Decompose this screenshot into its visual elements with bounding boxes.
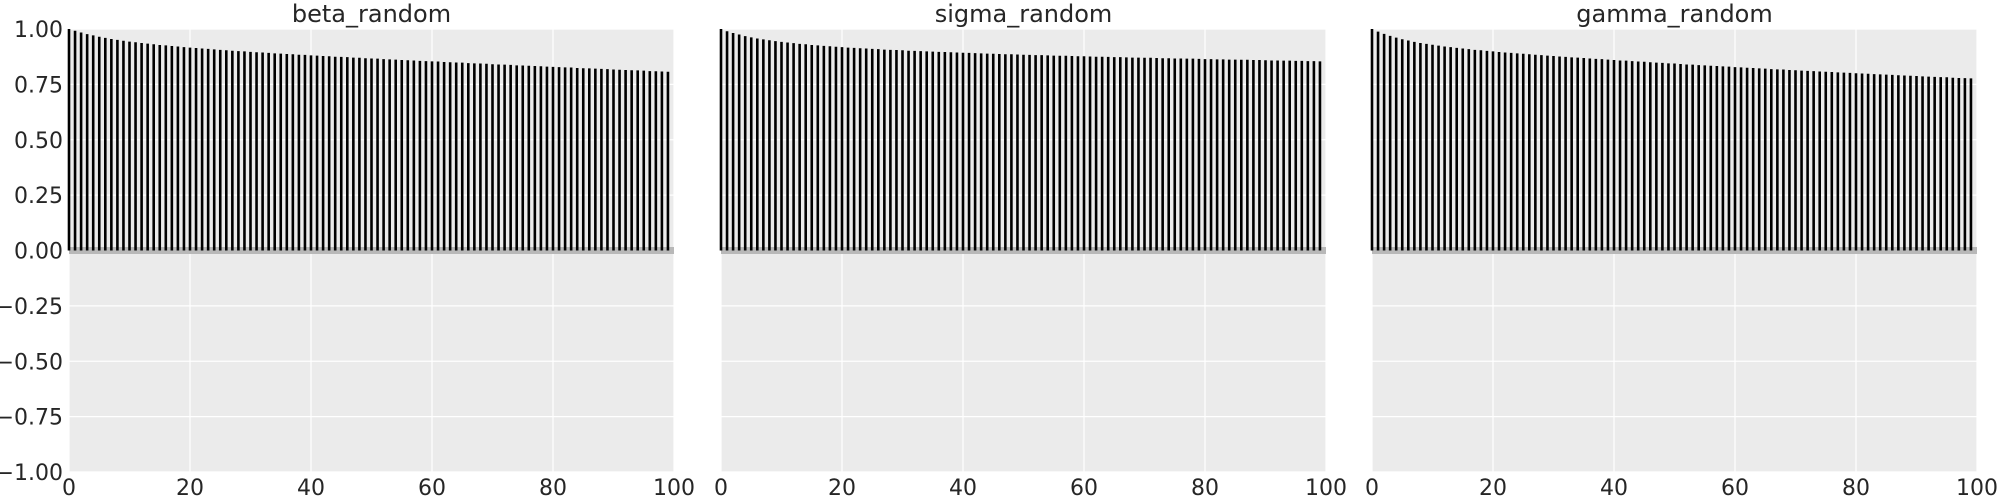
x-tick-label: 40	[1600, 476, 1628, 500]
x-tick-label: 80	[1842, 476, 1870, 500]
panel-title: beta_random	[292, 0, 451, 28]
y-tick-label: −0.75	[0, 406, 63, 431]
x-tick-label: 100	[1956, 476, 1998, 500]
x-tick-label: 80	[539, 476, 567, 500]
panel-2: gamma_random 0 20 40 60 80 100	[1365, 0, 1998, 500]
y-tick-label: −1.00	[0, 461, 63, 486]
x-tick-label: 100	[1305, 476, 1347, 500]
x-tick-label: 60	[1070, 476, 1098, 500]
panel-title: gamma_random	[1576, 0, 1773, 28]
x-tick-label: 60	[418, 476, 446, 500]
x-tick-label: 80	[1191, 476, 1219, 500]
x-tick-label: 20	[828, 476, 856, 500]
y-tick-label: 0.75	[14, 73, 63, 98]
x-tick-label: 100	[653, 476, 695, 500]
x-tick-label: 0	[1365, 476, 1379, 500]
y-tick-label: 1.00	[14, 18, 63, 43]
x-tick-label: 60	[1721, 476, 1749, 500]
x-tick-label: 40	[297, 476, 325, 500]
x-tick-label: 0	[714, 476, 728, 500]
x-tick-label: 20	[176, 476, 204, 500]
x-tick-label: 20	[1479, 476, 1507, 500]
panel-title: sigma_random	[935, 0, 1113, 28]
panel-1: sigma_random 0 20 40 60 80 100	[714, 0, 1347, 500]
y-tick-label: 0.00	[14, 240, 63, 265]
panel-0: beta_random 0 20 40 60 80 100 1.00 0.75 0.50 0.25 0…	[0, 0, 695, 500]
y-tick-label: −0.25	[0, 295, 63, 320]
x-tick-label: 40	[949, 476, 977, 500]
y-tick-label: 0.50	[14, 129, 63, 154]
x-tick-label: 0	[62, 476, 76, 500]
y-tick-label: 0.25	[14, 184, 63, 209]
y-tick-label: −0.50	[0, 350, 63, 375]
